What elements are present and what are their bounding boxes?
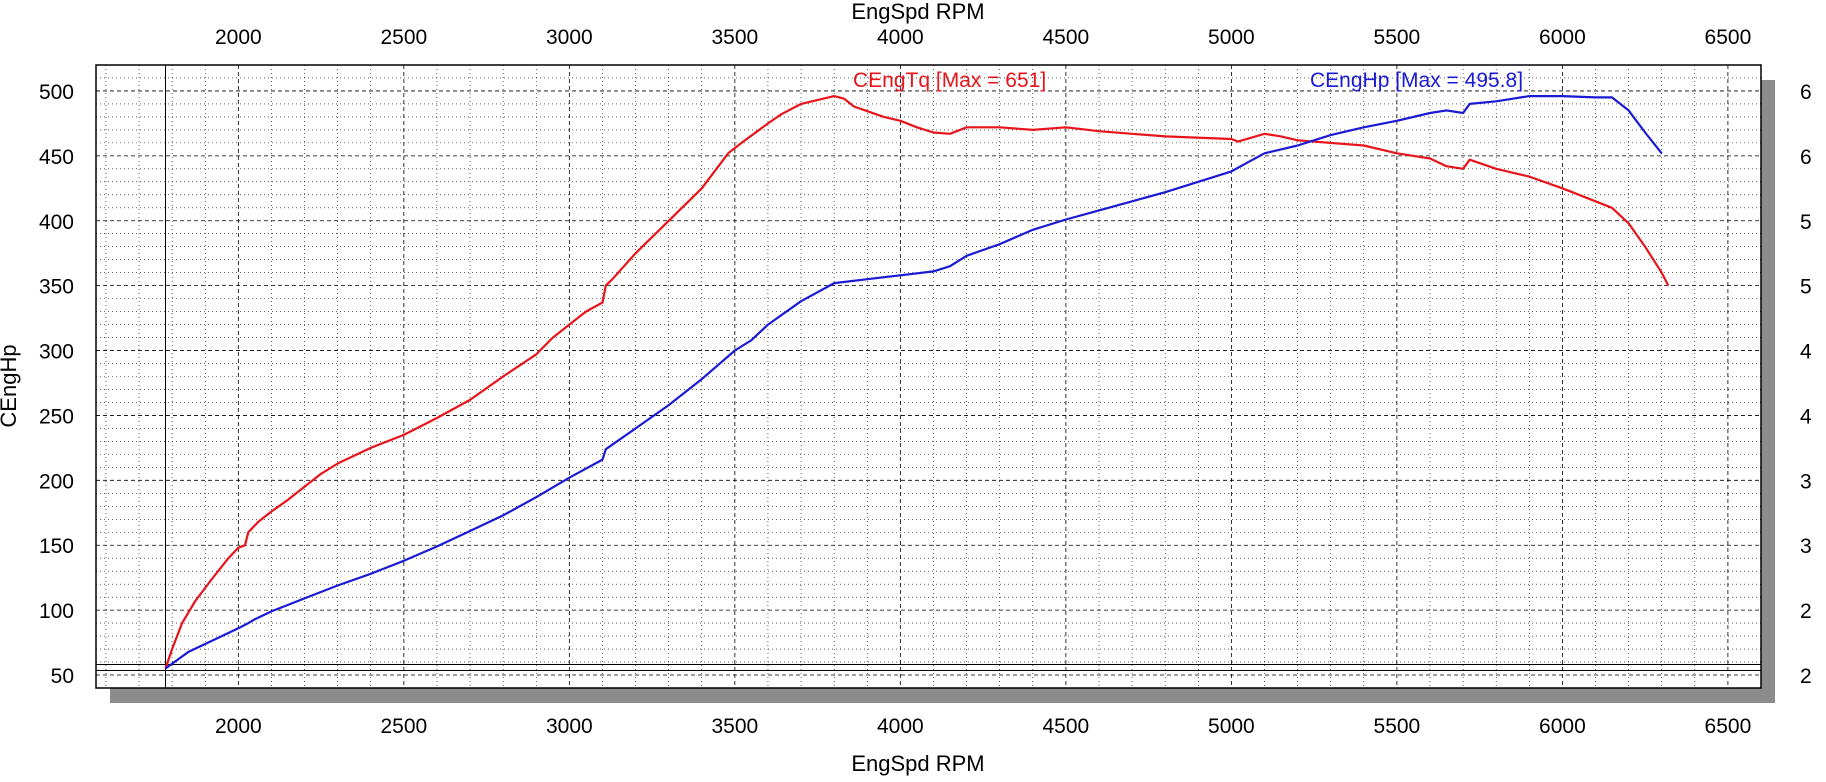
- x-tick-label-top: 6000: [1539, 26, 1586, 49]
- y-tick-label-left: 450: [39, 146, 74, 169]
- x-tick-label-top: 3000: [546, 26, 593, 49]
- y-tick-label-right: 3: [1800, 470, 1812, 493]
- x-tick-label-top: 4500: [1043, 26, 1090, 49]
- x-tick-label-bottom: 2000: [215, 715, 262, 738]
- series-label-cenghp: CEngHp [Max = 495.8]: [1310, 69, 1523, 92]
- x-tick-label-bottom: 5000: [1208, 715, 1255, 738]
- x-tick-label-top: 5000: [1208, 26, 1255, 49]
- y-tick-label-right: 4: [1800, 341, 1812, 364]
- top-axis-title-text: EngSpd RPM: [851, 0, 984, 24]
- y-tick-label-left: 50: [51, 665, 74, 688]
- series-labels: CEngTq [Max = 651] CEngHp [Max = 495.8]: [853, 69, 1523, 92]
- series-lines: [164, 94, 1670, 670]
- y-axis-title: CEngHp: [0, 344, 21, 427]
- y-tick-label-right: 4: [1800, 405, 1812, 428]
- y-tick-label-right: 5: [1800, 211, 1812, 234]
- top-axis-title: EngSpd RPM: [851, 0, 984, 24]
- x-tick-label-top: 5500: [1374, 26, 1421, 49]
- y-tick-label-left: 100: [39, 600, 74, 623]
- y-axis-title-text: CEngHp: [0, 344, 21, 427]
- x-axis-title-text: EngSpd RPM: [851, 751, 984, 776]
- y-tick-label-left: 150: [39, 535, 74, 558]
- y-tick-label-left: 250: [39, 405, 74, 428]
- x-tick-label-bottom: 3500: [711, 715, 758, 738]
- x-tick-label-bottom: 4000: [877, 715, 924, 738]
- x-tick-label-top: 2000: [215, 26, 262, 49]
- x-tick-label-bottom: 4500: [1043, 715, 1090, 738]
- y-tick-label-right: 2: [1800, 665, 1812, 688]
- y-tick-label-right: 6: [1800, 146, 1812, 169]
- series-label-cengtq: CEngTq [Max = 651]: [853, 69, 1046, 92]
- x-tick-label-bottom: 3000: [546, 715, 593, 738]
- y-tick-label-right: 6: [1800, 81, 1812, 104]
- series-line-cenghp: [164, 94, 1663, 670]
- x-tick-label-bottom: 5500: [1374, 715, 1421, 738]
- y-tick-label-right: 2: [1800, 600, 1812, 623]
- y-tick-label-left: 200: [39, 470, 74, 493]
- y-tick-label-left: 400: [39, 211, 74, 234]
- x-tick-label-bottom: 6500: [1705, 715, 1752, 738]
- series-line-cengtq: [164, 94, 1670, 669]
- x-tick-labels: 2000 2000 2500 2500 3000 3000 3500 3500 4000 4000…: [215, 26, 1751, 738]
- y-tick-label-right: 3: [1800, 535, 1812, 558]
- x-tick-label-bottom: 2500: [380, 715, 427, 738]
- grid-lines: [96, 65, 1761, 688]
- y-tick-label-left: 500: [39, 81, 74, 104]
- x-tick-label-top: 2500: [380, 26, 427, 49]
- y-tick-label-left: 300: [39, 341, 74, 364]
- y-tick-label-left: 350: [39, 276, 74, 299]
- x-tick-label-top: 3500: [711, 26, 758, 49]
- x-tick-label-top: 4000: [877, 26, 924, 49]
- y-tick-label-right: 5: [1800, 276, 1812, 299]
- x-tick-label-top: 6500: [1705, 26, 1752, 49]
- x-tick-label-bottom: 6000: [1539, 715, 1586, 738]
- x-axis-title: EngSpd RPM: [851, 751, 984, 776]
